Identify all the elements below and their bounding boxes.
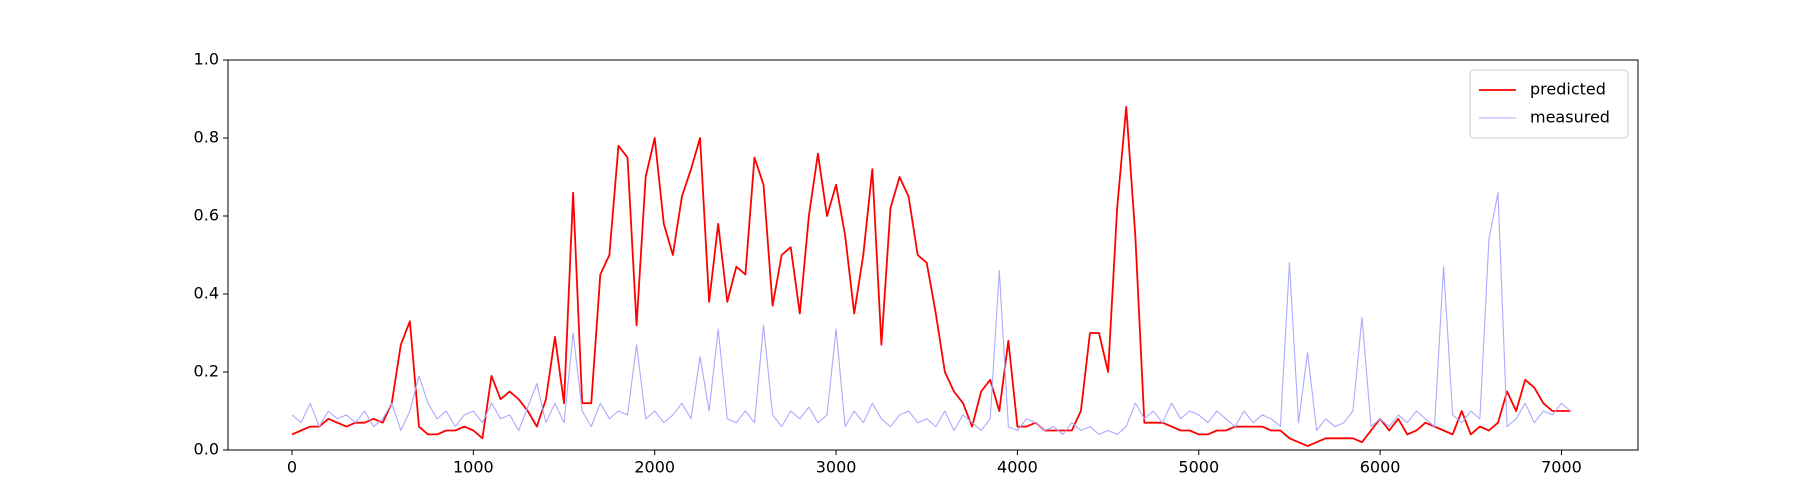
y-tick-label: 1.0 (194, 50, 219, 69)
x-tick-label: 7000 (1541, 458, 1582, 477)
y-tick-label: 0.2 (194, 362, 219, 381)
legend-box (1469, 69, 1629, 139)
x-tick-label: 2000 (634, 458, 675, 477)
x-tick-label: 3000 (816, 458, 857, 477)
x-tick-label: 6000 (1360, 458, 1401, 477)
series-line (291, 192, 1571, 435)
y-tick-label: 0.8 (194, 128, 219, 147)
y-tick-label: 0.4 (194, 284, 219, 303)
series-line (291, 105, 1571, 447)
x-tick-label: 1000 (453, 458, 494, 477)
legend-label: predicted (1530, 80, 1606, 99)
x-tick-label: 0 (287, 458, 297, 477)
x-tick-label: 5000 (1178, 458, 1219, 477)
y-tick-label: 0.0 (194, 440, 219, 459)
y-tick-label: 0.6 (194, 206, 219, 225)
x-tick-label: 4000 (997, 458, 1038, 477)
legend-label: measured (1530, 108, 1610, 127)
plot-frame (227, 59, 1639, 451)
